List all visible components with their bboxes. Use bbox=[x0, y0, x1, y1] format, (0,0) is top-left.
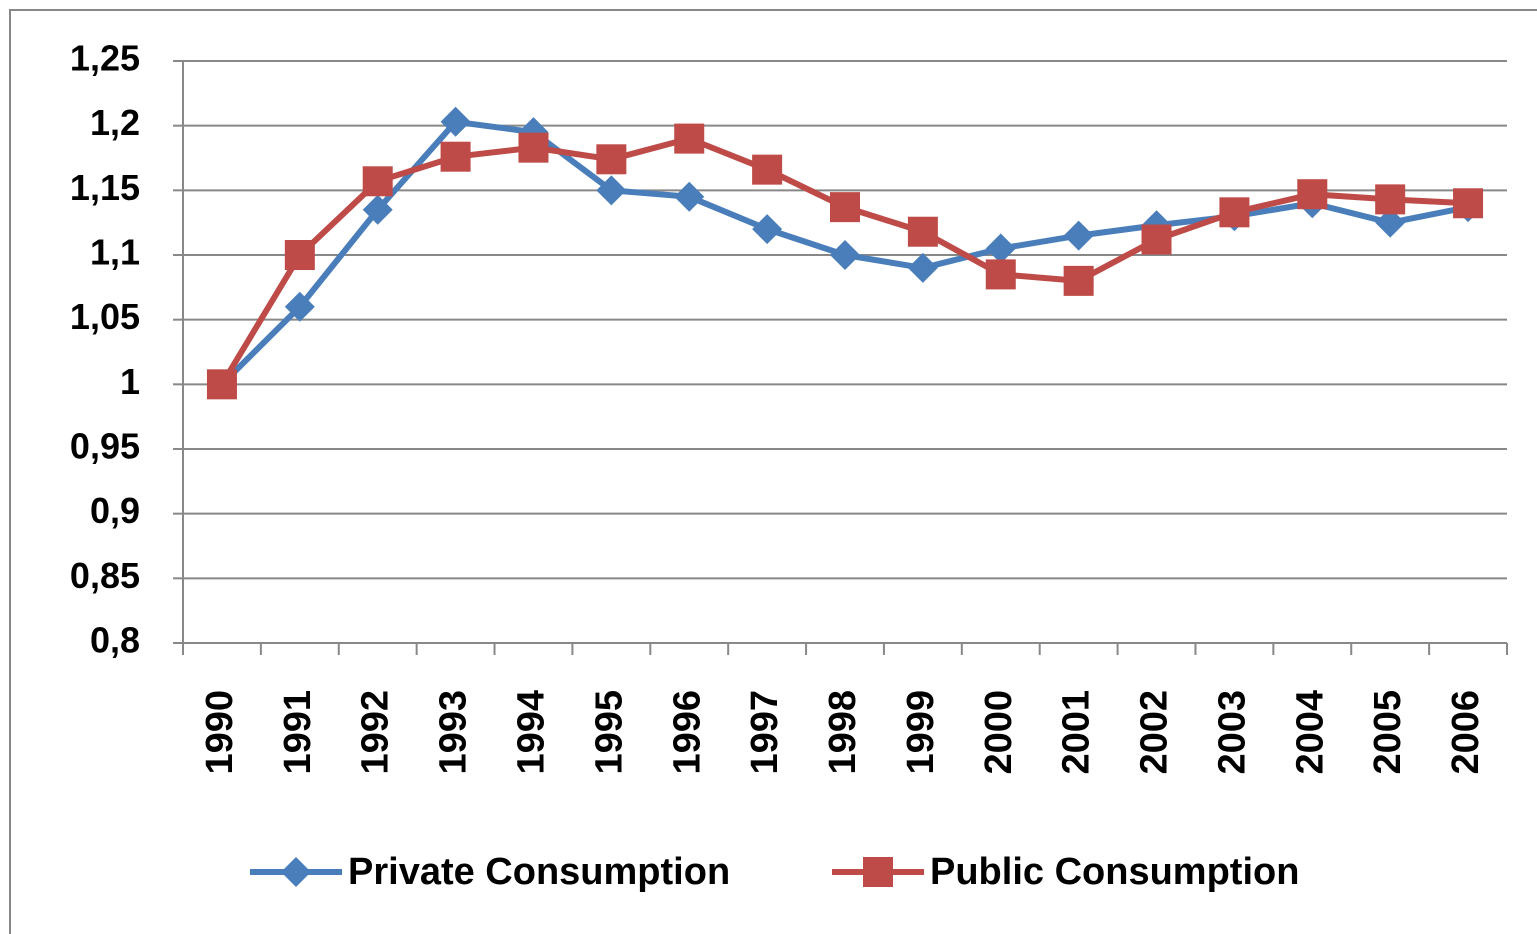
y-tick-label: 0,85 bbox=[70, 555, 140, 596]
x-tick-label: 1999 bbox=[900, 690, 942, 775]
x-tick-label: 2004 bbox=[1289, 690, 1331, 775]
marker bbox=[281, 857, 311, 887]
marker bbox=[596, 144, 627, 175]
marker bbox=[863, 857, 893, 887]
marker bbox=[1219, 197, 1250, 228]
x-tick-label: 2001 bbox=[1056, 690, 1098, 775]
marker bbox=[985, 233, 1016, 264]
marker bbox=[596, 175, 627, 206]
x-tick-label: 2002 bbox=[1134, 690, 1176, 775]
x-tick-label: 1994 bbox=[511, 690, 553, 775]
x-tick-label: 1997 bbox=[744, 690, 786, 775]
marker bbox=[1063, 265, 1094, 296]
y-tick-label: 0,95 bbox=[70, 426, 140, 467]
y-tick-label: 1,1 bbox=[90, 232, 140, 273]
marker bbox=[1375, 207, 1406, 238]
marker bbox=[284, 240, 315, 270]
marker bbox=[752, 214, 783, 245]
marker bbox=[752, 154, 783, 185]
y-tick-label: 1,05 bbox=[70, 296, 140, 337]
y-tick-label: 1 bbox=[120, 361, 140, 402]
marker bbox=[1453, 188, 1484, 219]
marker bbox=[907, 216, 938, 247]
y-tick-label: 1,15 bbox=[70, 167, 140, 208]
x-tick-label: 1992 bbox=[355, 690, 397, 775]
marker bbox=[1297, 179, 1328, 210]
marker bbox=[440, 106, 471, 137]
marker bbox=[1375, 184, 1406, 215]
x-tick-label: 1993 bbox=[433, 690, 475, 775]
marker bbox=[362, 166, 393, 197]
x-tick-label: 1991 bbox=[277, 690, 319, 775]
marker bbox=[362, 194, 393, 225]
x-tick-label: 2003 bbox=[1211, 690, 1253, 775]
marker bbox=[284, 291, 315, 322]
x-tick-label: 1998 bbox=[822, 690, 864, 775]
legend-label: Private Consumption bbox=[348, 851, 730, 893]
marker bbox=[1141, 224, 1172, 255]
marker bbox=[907, 252, 938, 283]
chart-border bbox=[9, 9, 1537, 934]
marker bbox=[674, 181, 705, 212]
y-tick-label: 1,2 bbox=[90, 102, 140, 143]
x-tick-label: 1996 bbox=[666, 690, 708, 775]
marker bbox=[985, 259, 1016, 290]
x-tick-label: 1990 bbox=[199, 690, 241, 775]
marker bbox=[206, 369, 237, 400]
legend-label: Public Consumption bbox=[930, 851, 1299, 893]
x-tick-label: 2000 bbox=[978, 690, 1020, 775]
x-tick-label: 1995 bbox=[588, 690, 630, 775]
y-tick-label: 1,25 bbox=[70, 38, 140, 79]
marker bbox=[830, 192, 860, 223]
x-tick-label: 2005 bbox=[1367, 690, 1409, 775]
y-tick-label: 0,8 bbox=[90, 620, 140, 661]
marker bbox=[518, 132, 549, 163]
marker bbox=[440, 141, 471, 172]
x-tick-label: 2006 bbox=[1445, 690, 1487, 775]
marker bbox=[830, 240, 860, 270]
y-tick-label: 0,9 bbox=[90, 490, 140, 531]
marker bbox=[674, 123, 705, 154]
marker bbox=[1063, 220, 1094, 251]
